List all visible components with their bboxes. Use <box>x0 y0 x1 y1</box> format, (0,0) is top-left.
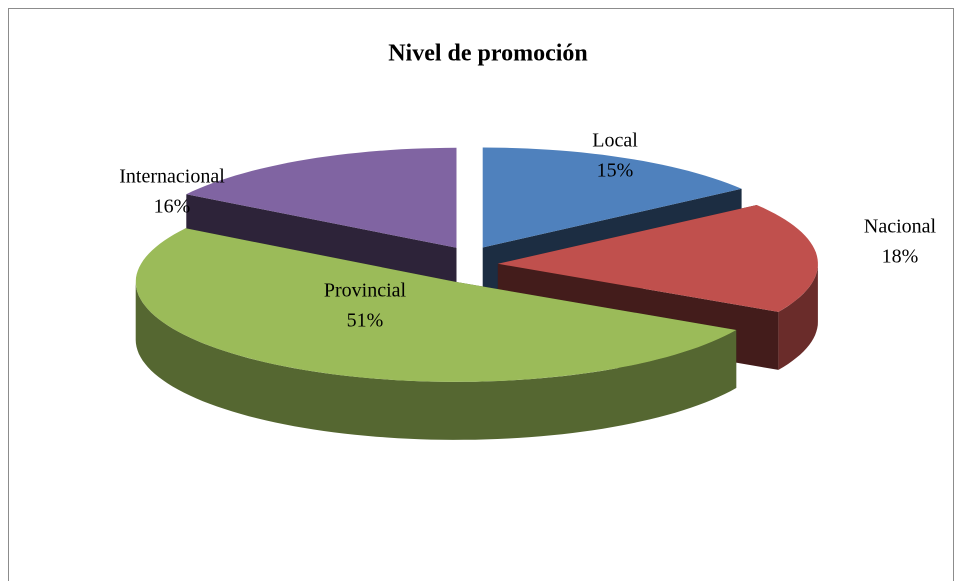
category-label: Internacional <box>119 166 225 188</box>
slice-top <box>186 147 457 248</box>
slice-top <box>135 228 737 382</box>
chart-title: Nivel de promoción <box>388 41 588 67</box>
slice-side <box>778 263 818 370</box>
category-label: Nacional <box>864 216 937 238</box>
slice-top <box>497 205 818 312</box>
slice-side <box>135 281 737 440</box>
value-label: 15% <box>597 160 634 182</box>
pie-slice <box>135 228 737 440</box>
value-label: 18% <box>882 246 919 268</box>
category-label: Local <box>592 130 638 152</box>
value-label: 16% <box>154 196 191 218</box>
category-label: Provincial <box>324 280 407 302</box>
slice-top <box>482 147 742 248</box>
value-label: 51% <box>347 310 384 332</box>
